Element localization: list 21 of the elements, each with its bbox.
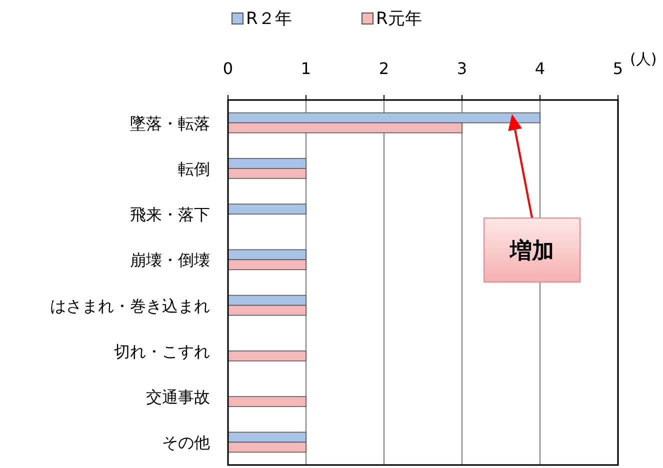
y-tick-label: 崩壊・倒壊 (130, 250, 210, 270)
y-tick-label: 墜落・転落 (130, 114, 210, 133)
bar (228, 350, 306, 362)
y-tick-label: 転倒 (178, 159, 210, 178)
x-tick-label: 3 (456, 59, 468, 78)
legend-label: R元年 (376, 9, 422, 29)
x-tick-label: 4 (534, 59, 546, 78)
y-tick-label: 交通事故 (146, 388, 210, 407)
y-tick-label: その他 (162, 433, 210, 452)
y-tick-label: 切れ・こすれ (114, 342, 210, 361)
x-axis-title: (人) (630, 50, 657, 68)
bar (228, 204, 306, 214)
y-tick-label: 飛来・落下 (130, 205, 210, 224)
x-tick-label: 0 (222, 59, 234, 78)
x-tick-label: 1 (300, 59, 312, 78)
annotation: 増加 (509, 238, 554, 264)
y-tick-label: はさまれ・巻き込まれ (50, 296, 210, 316)
bar (228, 396, 306, 407)
x-tick-label: 5 (612, 59, 624, 78)
legend-label: R２年 (246, 9, 292, 29)
x-tick-label: 2 (378, 59, 390, 78)
